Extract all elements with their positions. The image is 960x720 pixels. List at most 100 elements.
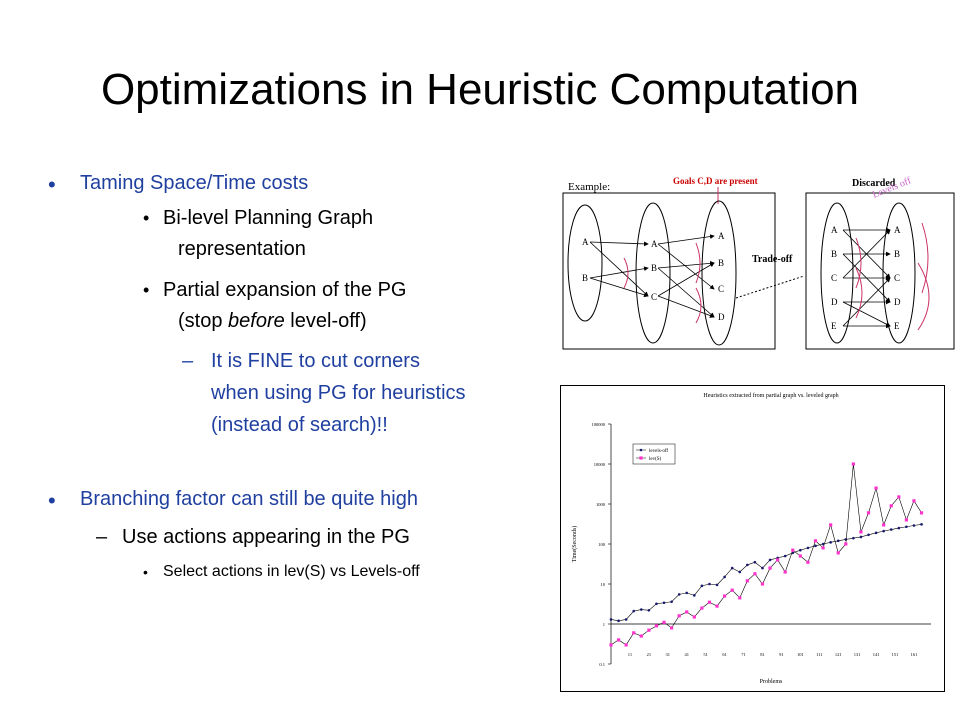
point-levels-off — [738, 570, 742, 574]
y-tick-label: 100 — [598, 542, 606, 547]
bullet-dot: • — [143, 280, 150, 300]
legend-marker-levels-off — [639, 448, 643, 452]
point-lev(S) — [776, 558, 780, 562]
point-lev(S) — [632, 631, 636, 635]
y-tick-label: 0.1 — [599, 662, 605, 667]
x-tick-label: 161 — [911, 652, 918, 657]
point-levels-off — [897, 526, 901, 530]
x-tick-label: 11 — [628, 652, 632, 657]
point-lev(S) — [889, 504, 893, 508]
x-tick-label: 101 — [797, 652, 804, 657]
bullet-dot: • — [48, 172, 56, 197]
point-lev(S) — [897, 495, 901, 499]
point-levels-off — [693, 594, 696, 597]
point-levels-off — [753, 560, 757, 564]
point-lev(S) — [798, 554, 802, 558]
sub-bullet-partial-2c: level-off) — [284, 310, 367, 332]
point-levels-off — [624, 618, 628, 621]
point-lev(S) — [760, 582, 765, 586]
series-line-lev(S) — [610, 463, 922, 646]
dash-use-actions: Use actions appearing in the PG — [122, 526, 410, 548]
sub-bullet-partial-2: (stop before level-off) — [178, 310, 367, 333]
point-lev(S) — [677, 614, 681, 618]
mutex-marks-right — [855, 222, 930, 331]
point-lev(S) — [882, 523, 886, 527]
point-lev(S) — [753, 572, 757, 576]
point-levels-off — [723, 575, 726, 579]
point-levels-off — [617, 619, 620, 623]
point-lev(S) — [783, 570, 787, 574]
point-levels-off — [836, 539, 840, 543]
discarded-label: Discarded — [852, 178, 896, 189]
point-lev(S) — [624, 643, 628, 647]
dash-marker: – — [182, 350, 194, 372]
x-tick-label: 91 — [779, 652, 784, 657]
x-tick-label: 21 — [647, 652, 652, 657]
x-tick-label: 31 — [666, 652, 671, 657]
point-lev(S) — [715, 604, 719, 608]
node-l1-b: B — [651, 263, 657, 273]
point-levels-off — [859, 535, 863, 539]
node-l2-d: D — [718, 312, 725, 322]
sub-bullet-partial-2a: (stop — [178, 310, 229, 332]
legend-box — [632, 443, 676, 465]
point-levels-off — [708, 582, 711, 586]
point-lev(S) — [851, 462, 855, 466]
x-tick-label: 141 — [873, 652, 880, 657]
point-lev(S) — [836, 551, 840, 555]
point-levels-off — [632, 609, 636, 613]
point-levels-off — [867, 533, 870, 537]
point-levels-off — [700, 584, 704, 588]
bullet-dot: • — [143, 564, 148, 580]
planning-graph-diagram: Example: Goals C,D are present A B A B C… — [562, 175, 955, 350]
x-tick-label: 51 — [703, 652, 708, 657]
y-tick-label: 1000 — [596, 502, 606, 507]
dash-cut-corners-2: when using PG for heuristics — [211, 382, 466, 404]
point-lev(S) — [654, 624, 659, 628]
point-levels-off — [662, 601, 666, 605]
dash-cut-corners-3: (instead of search)!! — [211, 414, 388, 436]
point-lev(S) — [700, 606, 704, 610]
point-lev(S) — [723, 594, 727, 598]
slide-title: Optimizations in Heuristic Computation — [100, 65, 860, 114]
bullet-taming: Taming Space/Time costs — [80, 172, 309, 194]
point-levels-off — [647, 609, 651, 612]
goals-label: Goals C,D are present — [673, 176, 758, 186]
point-lev(S) — [912, 499, 916, 503]
node-l2-b: B — [718, 258, 724, 268]
point-levels-off — [670, 600, 673, 604]
legend-label-levs: lev(S) — [649, 457, 662, 462]
timing-chart: Heuristics extracted from partial graph … — [571, 392, 931, 685]
edges-left — [589, 234, 715, 318]
point-levels-off — [768, 558, 772, 562]
point-levels-off — [889, 528, 893, 531]
point-lev(S) — [866, 511, 871, 515]
point-levels-off — [852, 536, 855, 540]
point-lev(S) — [662, 620, 666, 624]
point-levels-off — [912, 524, 916, 527]
point-lev(S) — [821, 546, 825, 550]
point-levels-off — [715, 583, 719, 587]
point-levels-off — [799, 548, 802, 552]
point-lev(S) — [859, 530, 863, 534]
point-levels-off — [882, 529, 885, 533]
point-levels-off — [905, 525, 908, 529]
edges-right — [842, 227, 891, 329]
point-lev(S) — [813, 539, 818, 543]
point-levels-off — [920, 523, 923, 526]
point-lev(S) — [707, 600, 712, 604]
point-lev(S) — [904, 518, 908, 522]
node-rr-d: D — [894, 297, 901, 307]
point-levels-off — [730, 566, 734, 570]
sub-bullet-partial-2b: before — [228, 310, 285, 332]
x-tick-label: 61 — [722, 652, 727, 657]
bullet-dot: • — [143, 208, 150, 228]
point-lev(S) — [639, 634, 643, 638]
legend-label-levels-off: levels-off — [649, 449, 668, 454]
dash-cut-corners-1: It is FINE to cut corners — [211, 350, 420, 372]
right-discarded-box — [805, 192, 955, 350]
chart-title: Heuristics extracted from partial graph … — [703, 392, 838, 399]
point-levels-off — [806, 546, 810, 550]
point-lev(S) — [791, 548, 795, 552]
point-levels-off — [761, 566, 764, 570]
